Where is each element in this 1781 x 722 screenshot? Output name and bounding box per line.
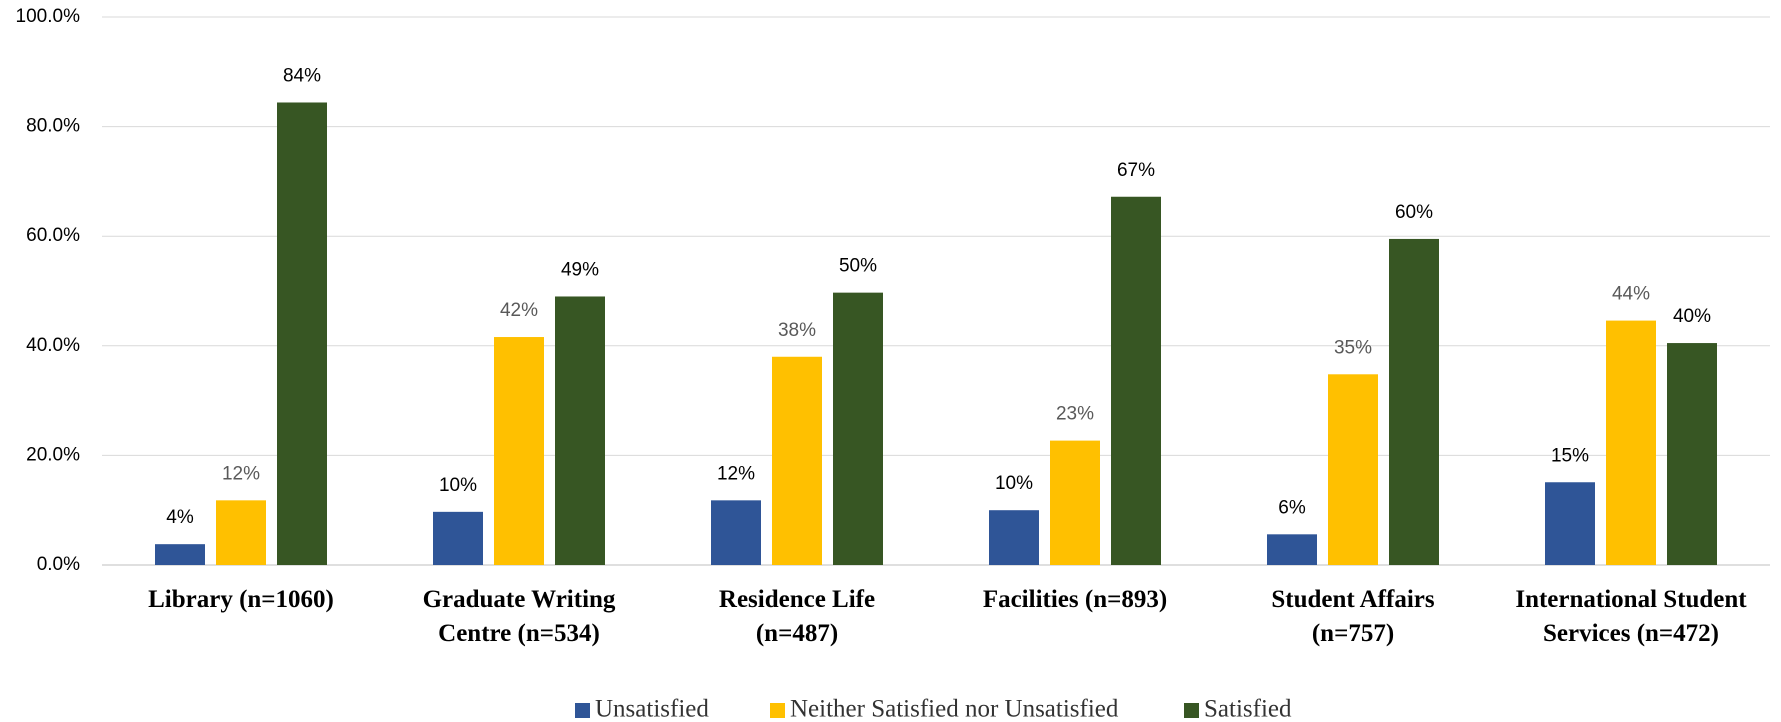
legend-swatch <box>770 703 785 718</box>
data-label: 84% <box>283 66 321 87</box>
legend-label: Satisfied <box>1204 696 1292 722</box>
y-tick-label: 20.0% <box>26 444 80 465</box>
data-label: 10% <box>439 475 477 496</box>
bar <box>711 500 761 565</box>
x-tick-label: International Student Services (n=472) <box>1515 586 1747 647</box>
x-tick-label: Student Affairs (n=757) <box>1271 586 1434 647</box>
x-tick-line: Residence Life <box>719 586 875 613</box>
y-tick-label: 60.0% <box>26 225 80 246</box>
data-label: 23% <box>1056 404 1094 425</box>
bar <box>1111 196 1161 565</box>
data-label: 60% <box>1395 202 1433 223</box>
bar <box>1667 343 1717 565</box>
bar <box>833 292 883 565</box>
data-label: 15% <box>1551 445 1589 466</box>
data-label: 42% <box>500 300 538 321</box>
x-tick-label: Library (n=1060) <box>148 586 334 613</box>
bar <box>1545 482 1595 565</box>
bar <box>216 500 266 565</box>
data-label: 40% <box>1673 306 1711 327</box>
x-tick-line: Graduate Writing <box>423 586 616 613</box>
y-tick-label: 80.0% <box>26 116 80 137</box>
bar <box>1389 238 1439 565</box>
x-tick-line: Facilities (n=893) <box>983 586 1167 613</box>
bar <box>155 544 205 565</box>
data-label: 12% <box>222 463 260 484</box>
data-label: 12% <box>717 463 755 484</box>
data-label: 6% <box>1278 497 1306 518</box>
data-label: 44% <box>1612 284 1650 305</box>
bar <box>1267 534 1317 565</box>
y-tick-label: 0.0% <box>37 554 80 575</box>
data-label: 67% <box>1117 160 1155 181</box>
bar <box>494 337 544 565</box>
x-tick-line: (n=757) <box>1312 620 1394 647</box>
x-tick-label: Residence Life (n=487) <box>719 586 875 647</box>
data-label: 50% <box>839 256 877 277</box>
bar <box>433 511 483 565</box>
x-tick-line: Services (n=472) <box>1543 620 1719 647</box>
bar <box>555 296 605 565</box>
legend-label: Neither Satisfied nor Unsatisfied <box>790 696 1119 722</box>
x-tick-line: Centre (n=534) <box>438 620 600 647</box>
legend-swatch <box>1184 703 1199 718</box>
data-label: 38% <box>778 320 816 341</box>
bar <box>1606 320 1656 565</box>
data-label: 10% <box>995 473 1033 494</box>
y-tick-label: 100.0% <box>16 6 81 27</box>
bar <box>772 356 822 565</box>
x-tick-line: International Student <box>1515 586 1747 613</box>
y-tick-label: 40.0% <box>26 335 80 356</box>
bar <box>1050 440 1100 565</box>
x-tick-line: Library (n=1060) <box>148 586 334 613</box>
x-tick-line: (n=487) <box>756 620 838 647</box>
bar <box>1328 374 1378 565</box>
legend-label: Unsatisfied <box>595 696 709 722</box>
legend-swatch <box>575 703 590 718</box>
data-label: 49% <box>561 259 599 280</box>
data-label: 35% <box>1334 337 1372 358</box>
x-tick-line: Student Affairs <box>1271 586 1434 613</box>
x-tick-label: Facilities (n=893) <box>983 586 1167 613</box>
bar <box>989 510 1039 565</box>
bar <box>277 102 327 565</box>
data-label: 4% <box>166 507 194 528</box>
x-tick-label: Graduate Writing Centre (n=534) <box>423 586 616 647</box>
